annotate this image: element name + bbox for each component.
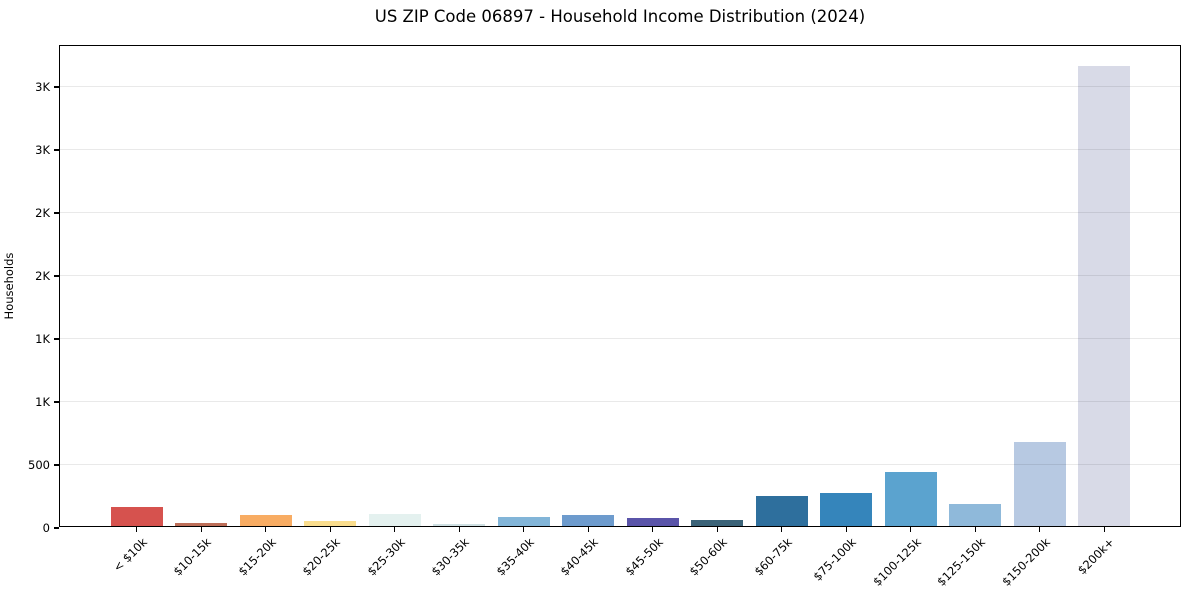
x-tick-mark — [974, 527, 976, 532]
bar — [497, 517, 550, 526]
x-tick-label: $50-60k — [686, 535, 731, 579]
x-tick-label: $200k+ — [1075, 535, 1118, 578]
gridline — [60, 212, 1180, 214]
y-tick-mark — [54, 212, 59, 214]
gridline — [60, 86, 1180, 88]
x-tick-mark — [136, 527, 138, 532]
gridline — [60, 149, 1180, 151]
y-tick-label: 500 — [28, 457, 50, 472]
x-tick-mark — [394, 527, 396, 532]
y-tick-mark — [54, 275, 59, 277]
x-tick-label: $20-25k — [299, 535, 344, 579]
bar — [562, 514, 615, 526]
x-tick-label: $45-50k — [622, 535, 666, 579]
bar — [626, 518, 679, 526]
bar — [304, 520, 357, 526]
bar — [884, 471, 937, 526]
y-tick-label: 1K — [35, 394, 50, 409]
x-tick-label: $150-200k — [998, 535, 1053, 589]
gridline — [60, 401, 1180, 403]
x-tick-mark — [652, 527, 654, 532]
bar — [239, 514, 292, 526]
x-tick-mark — [523, 527, 525, 532]
x-tick-label: $100-125k — [869, 535, 924, 589]
x-tick-label: $25-30k — [364, 535, 408, 579]
x-tick-label: $10-15k — [170, 535, 215, 579]
y-tick-label: 1K — [35, 331, 50, 346]
y-tick-label: 3K — [35, 79, 50, 94]
bar — [110, 507, 163, 526]
x-tick-label: $75-100k — [810, 535, 860, 584]
x-tick-label: $40-45k — [557, 535, 602, 579]
bar — [691, 520, 744, 526]
x-tick-mark — [1103, 527, 1105, 532]
gridline — [60, 275, 1180, 277]
y-tick-label: 2K — [35, 205, 50, 220]
y-tick-mark — [54, 401, 59, 403]
bar — [1013, 441, 1066, 526]
y-axis-label: Households — [2, 252, 16, 320]
x-tick-mark — [587, 527, 589, 532]
x-tick-label: $35-40k — [493, 535, 537, 579]
y-tick-mark — [54, 338, 59, 340]
x-tick-mark — [781, 527, 783, 532]
x-tick-mark — [265, 527, 267, 532]
gridline — [60, 464, 1180, 466]
y-tick-label: 2K — [35, 268, 50, 283]
x-tick-mark — [910, 527, 912, 532]
y-tick-mark — [54, 527, 59, 529]
chart-title: US ZIP Code 06897 - Household Income Dis… — [374, 7, 866, 26]
bar — [368, 514, 421, 526]
y-tick-mark — [54, 464, 59, 466]
x-tick-mark — [200, 527, 202, 532]
x-tick-mark — [458, 527, 460, 532]
bar — [949, 503, 1002, 526]
y-tick-label: 0 — [42, 521, 50, 535]
x-tick-mark — [329, 527, 331, 532]
bar — [755, 496, 808, 526]
x-tick-mark — [845, 527, 847, 532]
gridline — [60, 338, 1180, 340]
bar — [1078, 66, 1131, 526]
plot-area: 0 500 1K 1K 2K 2K 3K 3K < $10k $10-15k $15-20k $20-… — [28, 45, 1181, 589]
bar — [175, 523, 228, 526]
y-tick-mark — [54, 149, 59, 151]
x-tick-label: $125-150k — [934, 535, 989, 589]
x-tick-mark — [716, 527, 718, 532]
x-tick-label: $60-75k — [751, 535, 795, 579]
y-tick-mark — [54, 86, 59, 88]
bar — [820, 493, 873, 526]
x-tick-label: $30-35k — [428, 535, 473, 579]
y-tick-label: 3K — [35, 142, 50, 157]
x-tick-mark — [1039, 527, 1041, 532]
x-tick-label: $15-20k — [235, 535, 279, 579]
bar — [433, 524, 486, 526]
x-tick-label: < $10k — [110, 535, 150, 575]
